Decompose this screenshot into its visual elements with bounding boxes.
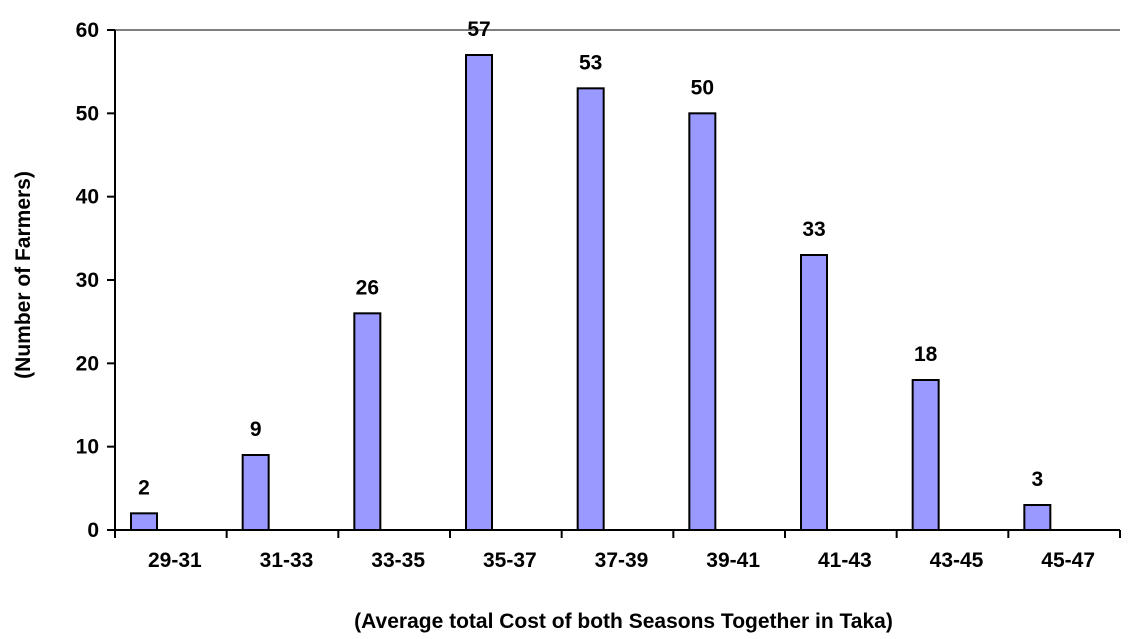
bar-value-label: 53 [579, 51, 602, 74]
bar [465, 54, 493, 531]
bar-value-label: 33 [802, 218, 825, 241]
y-tick-label: 20 [76, 352, 99, 375]
bar-value-label: 26 [356, 276, 379, 299]
data-labels: 2 9 26 57 53 50 33 18 3 [138, 18, 1043, 499]
x-tick-label: 35-37 [483, 549, 537, 572]
x-tick-label: 43-45 [930, 549, 984, 572]
y-tick-label: 30 [76, 269, 99, 292]
x-tick-label: 31-33 [260, 549, 314, 572]
bar [353, 312, 382, 532]
bar-value-label: 57 [467, 18, 490, 41]
bar-value-label: 3 [1031, 468, 1043, 491]
x-tick-label: 45-47 [1041, 549, 1095, 572]
bar [1023, 504, 1052, 531]
bar-value-label: 9 [250, 418, 262, 441]
bar-value-label: 50 [691, 76, 714, 99]
y-axis-title: (Number of Farmers) [12, 171, 35, 379]
x-tick-label: 29-31 [148, 549, 202, 572]
y-tick-label: 60 [76, 19, 99, 42]
x-axis-title: (Average total Cost of both Seasons Toge… [354, 610, 893, 633]
y-axis-ticks: 0 10 20 30 40 50 60 [76, 19, 115, 542]
bar [241, 454, 270, 531]
bar [911, 379, 940, 531]
axes [114, 29, 1120, 531]
bar [688, 112, 717, 531]
bar [576, 87, 605, 531]
x-tick-label: 39-41 [706, 549, 760, 572]
y-tick-label: 10 [76, 436, 99, 459]
bar-value-label: 18 [914, 343, 938, 366]
x-tick-label: 41-43 [818, 549, 872, 572]
bar [800, 254, 828, 531]
y-tick-label: 50 [76, 102, 99, 125]
x-axis-ticks: 29-31 31-33 33-35 35-37 37-39 39-41 41-43 43-45… [114, 530, 1121, 572]
y-tick-label: 40 [76, 186, 99, 209]
bar-value-label: 2 [138, 476, 150, 499]
x-tick-label: 37-39 [595, 549, 649, 572]
bars [130, 54, 1052, 532]
bar [130, 512, 158, 531]
y-tick-label: 0 [87, 519, 99, 542]
x-tick-label: 33-35 [371, 549, 425, 572]
